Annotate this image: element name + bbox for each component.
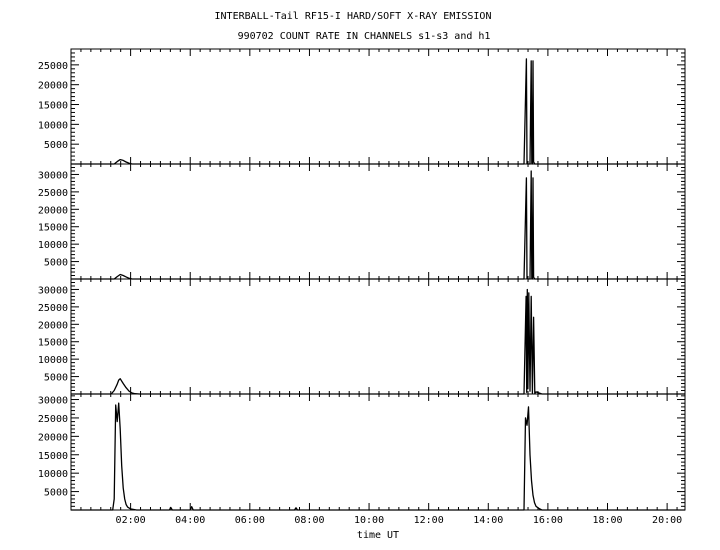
x-tick-label: 06:00 xyxy=(235,515,265,526)
series-line-s2 xyxy=(71,170,685,280)
series-line-h1 xyxy=(71,402,685,511)
y-tick-label: 30000 xyxy=(38,170,68,181)
x-tick-label: 02:00 xyxy=(116,515,146,526)
y-tick-label: 5000 xyxy=(44,140,68,151)
y-tick-label: 30000 xyxy=(38,396,68,407)
x-tick-label: 12:00 xyxy=(414,515,444,526)
y-tick-label: 5000 xyxy=(44,373,68,384)
y-tick-label: 25000 xyxy=(38,188,68,199)
panel-s1: 5000 10000 15000 20000 25000 xyxy=(38,48,686,165)
y-tick-label: 5000 xyxy=(44,258,68,269)
x-tick-label: 14:00 xyxy=(473,515,503,526)
panel-frame-h1 xyxy=(70,393,686,511)
y-tick-label: 20000 xyxy=(38,205,68,216)
chart-title-line2: 990702 COUNT RATE IN CHANNELS s1-s3 and … xyxy=(238,31,491,42)
x-tick-label: 10:00 xyxy=(354,515,384,526)
x-tick-label: 04:00 xyxy=(175,515,205,526)
y-tick-label: 10000 xyxy=(38,120,68,131)
y-tick-label: 10000 xyxy=(38,355,68,366)
y-tick-label: 30000 xyxy=(38,285,68,296)
series-line-s1 xyxy=(71,58,685,165)
chart-title-line1: INTERBALL-Tail RF15-I HARD/SOFT X-RAY EM… xyxy=(215,11,492,22)
y-tick-label: 10000 xyxy=(38,469,68,480)
panel-frame-s3 xyxy=(70,278,686,395)
x-axis: 02:00 04:00 06:00 08:00 10:00 12:00 14:00 16:00… xyxy=(116,515,683,526)
panel-s3: 5000 10000 15000 20000 25000 30000 xyxy=(38,278,686,395)
chart-panels: 5000 10000 15000 20000 25000 5000 10000 15000 20… xyxy=(38,48,686,511)
panel-h1: 5000 10000 15000 20000 25000 30000 xyxy=(38,393,686,511)
y-tick-label: 15000 xyxy=(38,451,68,462)
y-tick-label: 15000 xyxy=(38,101,68,112)
y-tick-label: 20000 xyxy=(38,320,68,331)
panel-frame-s1 xyxy=(70,48,686,165)
y-tick-label: 5000 xyxy=(44,488,68,499)
y-tick-label: 20000 xyxy=(38,432,68,443)
x-tick-label: 08:00 xyxy=(294,515,324,526)
y-tick-label: 10000 xyxy=(38,240,68,251)
y-tick-label: 20000 xyxy=(38,81,68,92)
y-tick-label: 15000 xyxy=(38,338,68,349)
y-tick-label: 25000 xyxy=(38,414,68,425)
panel-s2: 5000 10000 15000 20000 25000 30000 xyxy=(38,163,686,280)
y-tick-label: 25000 xyxy=(38,61,68,72)
x-tick-label: 18:00 xyxy=(592,515,622,526)
x-tick-label: 20:00 xyxy=(652,515,682,526)
x-tick-label: 16:00 xyxy=(533,515,563,526)
panel-frame-s2 xyxy=(70,163,686,280)
y-tick-label: 15000 xyxy=(38,223,68,234)
x-axis-label: time UT xyxy=(357,530,399,541)
series-line-s3 xyxy=(71,288,685,395)
y-tick-label: 25000 xyxy=(38,303,68,314)
